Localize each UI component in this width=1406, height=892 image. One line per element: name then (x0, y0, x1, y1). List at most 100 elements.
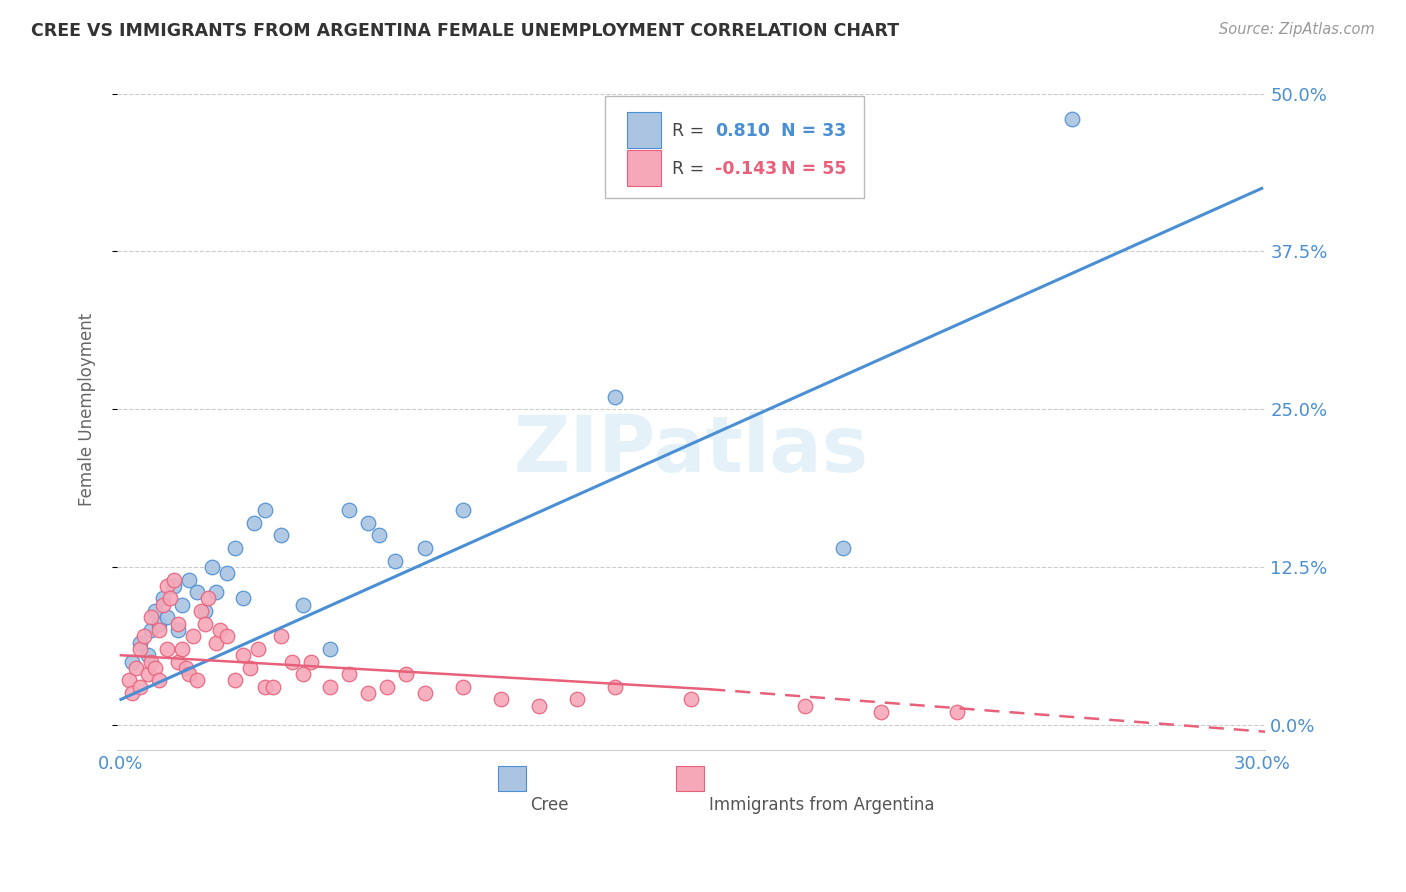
Point (217, 566, 239, 581)
Point (141, 610, 163, 624)
Point (254, 680, 277, 694)
Point (870, 705, 893, 719)
Point (193, 604, 215, 618)
Text: Immigrants from Argentina: Immigrants from Argentina (709, 797, 934, 814)
Point (132, 629, 155, 643)
FancyBboxPatch shape (627, 112, 661, 147)
Text: N = 55: N = 55 (780, 160, 846, 178)
Point (451, 503, 474, 517)
Point (319, 641, 342, 656)
Point (270, 629, 292, 643)
Point (129, 635, 152, 649)
Text: Source: ZipAtlas.com: Source: ZipAtlas.com (1219, 22, 1375, 37)
Point (136, 667, 159, 681)
Point (395, 667, 418, 681)
Point (337, 503, 360, 517)
Point (148, 616, 170, 631)
Point (121, 686, 143, 700)
Text: -0.143: -0.143 (716, 160, 778, 178)
Point (163, 573, 186, 587)
Text: CREE VS IMMIGRANTS FROM ARGENTINA FEMALE UNEMPLOYMENT CORRELATION CHART: CREE VS IMMIGRANTS FROM ARGENTINA FEMALE… (31, 22, 898, 40)
Point (148, 623, 170, 637)
Point (217, 629, 239, 643)
Point (337, 667, 360, 681)
Point (239, 661, 262, 675)
FancyBboxPatch shape (498, 766, 526, 791)
Point (1060, 112, 1083, 126)
Point (292, 667, 315, 681)
Point (155, 579, 177, 593)
Point (125, 661, 148, 675)
Point (129, 680, 152, 694)
Text: 0.810: 0.810 (716, 121, 770, 139)
Point (489, 692, 512, 706)
Point (181, 629, 204, 643)
Point (368, 528, 391, 542)
Point (224, 673, 246, 688)
FancyBboxPatch shape (676, 766, 704, 791)
Point (832, 541, 855, 555)
Point (232, 648, 254, 663)
Point (117, 673, 139, 688)
Point (605, 680, 627, 694)
FancyBboxPatch shape (605, 95, 863, 198)
Point (246, 641, 269, 656)
Point (186, 585, 208, 599)
Point (527, 698, 550, 713)
Point (197, 591, 219, 606)
Point (186, 673, 208, 688)
Point (129, 641, 152, 656)
Point (141, 623, 163, 637)
Y-axis label: Female Unemployment: Female Unemployment (79, 312, 96, 506)
Point (148, 673, 170, 688)
Point (152, 591, 174, 606)
Point (299, 655, 322, 669)
Point (451, 680, 474, 694)
Point (155, 641, 177, 656)
Point (224, 541, 246, 555)
Point (243, 516, 266, 530)
Point (152, 598, 174, 612)
FancyBboxPatch shape (627, 150, 661, 186)
Point (319, 680, 342, 694)
Text: Cree: Cree (530, 797, 569, 814)
Point (567, 692, 589, 706)
Text: R =: R = (672, 121, 710, 139)
Point (201, 560, 224, 574)
Point (121, 655, 143, 669)
Point (170, 598, 193, 612)
Point (155, 610, 177, 624)
Point (281, 655, 304, 669)
Point (681, 692, 703, 706)
Point (167, 616, 190, 631)
Text: R =: R = (672, 160, 710, 178)
Point (232, 591, 254, 606)
Point (174, 661, 197, 675)
Point (190, 604, 212, 618)
Point (141, 655, 163, 669)
Point (170, 641, 193, 656)
Point (375, 680, 398, 694)
Point (205, 585, 228, 599)
Point (167, 655, 190, 669)
Point (357, 516, 380, 530)
Point (254, 503, 277, 517)
Point (136, 648, 159, 663)
Point (143, 604, 166, 618)
Point (143, 661, 166, 675)
Text: ZIPatlas: ZIPatlas (513, 412, 869, 488)
Point (292, 598, 315, 612)
Point (179, 667, 201, 681)
Point (205, 635, 228, 649)
Point (946, 705, 969, 719)
Text: N = 33: N = 33 (780, 121, 846, 139)
Point (270, 528, 292, 542)
Point (159, 591, 181, 606)
Point (384, 553, 406, 567)
Point (262, 680, 284, 694)
Point (167, 623, 190, 637)
Point (179, 573, 201, 587)
Point (413, 686, 436, 700)
Point (208, 623, 231, 637)
Point (163, 579, 186, 593)
